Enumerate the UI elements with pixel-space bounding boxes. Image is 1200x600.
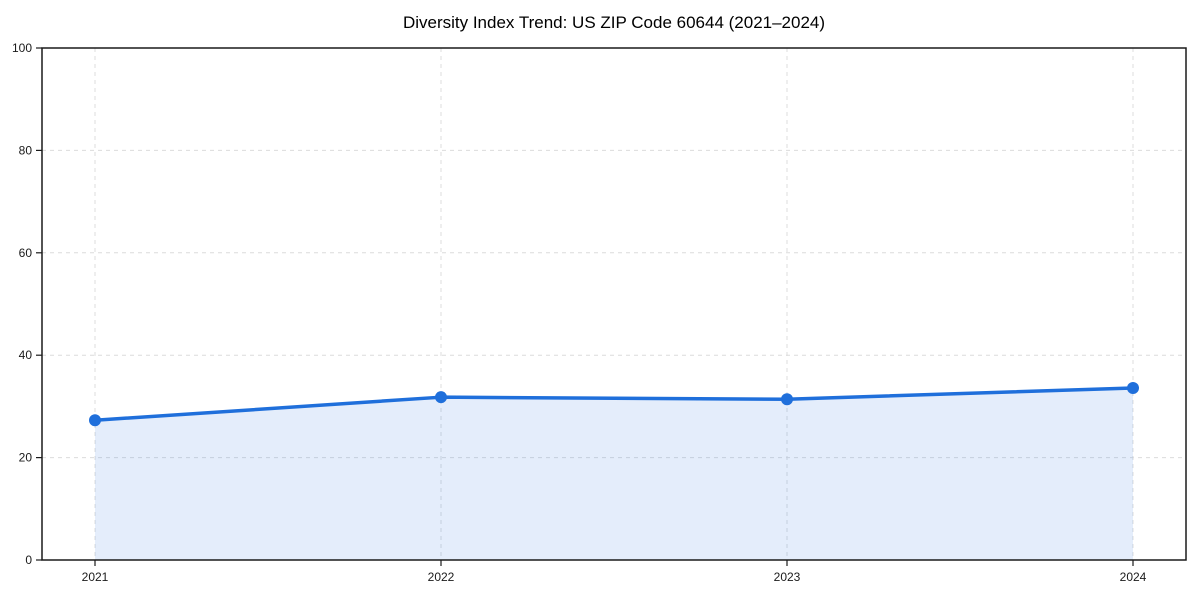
data-point — [435, 391, 447, 404]
data-point — [89, 414, 101, 427]
data-point — [1127, 381, 1139, 394]
chart-title: Diversity Index Trend: US ZIP Code 60644… — [402, 13, 826, 32]
x-tick-label: 2022 — [428, 570, 455, 584]
data-point — [781, 393, 793, 406]
area-fill — [95, 387, 1133, 560]
x-tick-label: 2021 — [82, 570, 109, 584]
y-tick-label: 20 — [19, 451, 33, 465]
y-tick-label: 0 — [25, 553, 32, 567]
y-tick-label: 100 — [12, 41, 32, 55]
x-tick-label: 2024 — [1120, 570, 1147, 584]
y-tick-label: 80 — [19, 143, 33, 157]
x-tick-label: 2023 — [774, 570, 801, 584]
y-tick-label: 40 — [19, 348, 33, 362]
trend-line — [93, 386, 1135, 422]
y-tick-label: 60 — [19, 246, 33, 260]
plot-border — [41, 47, 1187, 561]
